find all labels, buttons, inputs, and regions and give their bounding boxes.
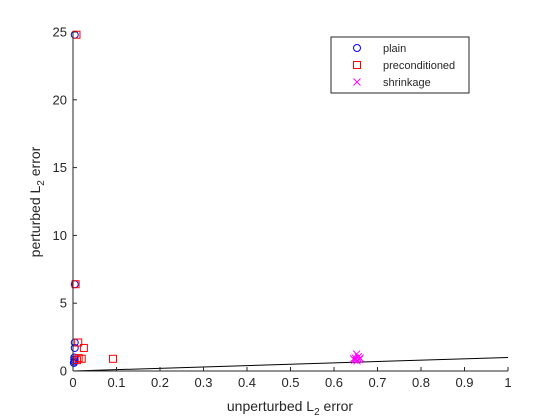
x-axis-label: unperturbed L2 error (227, 398, 354, 418)
legend-marker-preconditioned (353, 61, 361, 69)
x-tick-label: 0.1 (107, 375, 125, 390)
axes (72, 31, 509, 372)
data-point-preconditioned (74, 354, 83, 363)
x-axis-label-subscript: 2 (314, 407, 320, 418)
x-tick-label: 0.8 (412, 375, 430, 390)
data-point-shrinkage (349, 354, 358, 363)
y-axis-label: perturbed L2 error (27, 146, 47, 257)
legend-label-shrinkage: shrinkage (383, 77, 431, 89)
legend-marker-plain (353, 44, 361, 52)
x-tick-label: 0.3 (194, 375, 212, 390)
data-point-preconditioned (74, 338, 83, 347)
legend-label-preconditioned: preconditioned (383, 60, 455, 72)
x-tick-label: 0.7 (368, 375, 386, 390)
y-tick-label: 0 (60, 364, 67, 379)
x-tick-label: 0.9 (455, 375, 473, 390)
y-tick-label: 5 (60, 296, 67, 311)
y-axis-label-subscript: 2 (36, 180, 47, 186)
data-point-preconditioned (79, 343, 88, 352)
legend-marker-shrinkage (353, 78, 361, 86)
x-tick-label: 0.6 (325, 375, 343, 390)
y-tick-label: 25 (53, 25, 67, 40)
x-tick-label: 1 (504, 375, 511, 390)
x-tick-label: 0.4 (238, 375, 256, 390)
y-tick-label: 10 (53, 228, 67, 243)
legend: plain preconditioned shrinkage (330, 36, 470, 94)
data-point-shrinkage (356, 354, 364, 362)
y-axis-label-tail: error (27, 146, 43, 180)
x-axis-label-main: unperturbed L (227, 398, 314, 414)
data-point-preconditioned (109, 354, 118, 363)
reference-line (72, 356, 509, 372)
x-tick-label: 0.2 (151, 375, 169, 390)
y-axis-label-main: perturbed L (27, 185, 43, 257)
legend-label-plain: plain (383, 43, 406, 55)
x-tick-label: 0 (69, 375, 76, 390)
data-point-preconditioned (71, 280, 80, 289)
x-tick-label: 0.5 (281, 375, 299, 390)
x-axis-label-tail: error (320, 398, 354, 414)
reference-line-layer (72, 356, 509, 372)
y-tick-label: 15 (53, 160, 67, 175)
y-tick-label: 20 (53, 92, 67, 107)
